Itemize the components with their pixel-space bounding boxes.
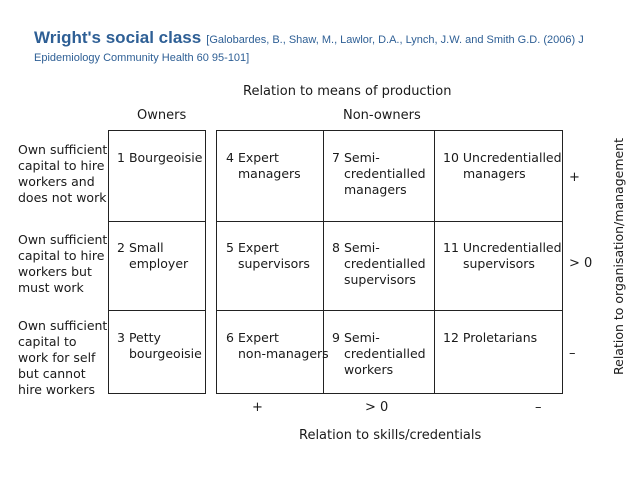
- cell-label-line-3: managers: [344, 182, 407, 197]
- cell-number: 3: [117, 330, 125, 345]
- cell-label: Expert: [237, 330, 279, 345]
- cell-number: 4: [226, 150, 234, 165]
- cell-label: Expert: [237, 240, 279, 255]
- cell-12: 12 Proletarians: [443, 330, 537, 346]
- right-sign-plus: +: [569, 170, 580, 185]
- nonowners-header: Non-owners: [343, 108, 421, 123]
- cell-number: 10: [443, 150, 459, 165]
- cell-label: Petty: [128, 330, 161, 345]
- cell-label-line-2: employer: [129, 256, 189, 271]
- cell-number: 1: [117, 150, 125, 165]
- cell-label-line-3: workers: [344, 362, 394, 377]
- cell-number: 12: [443, 330, 459, 345]
- nonowners-divider-2: [216, 310, 563, 311]
- nonowners-divider-1: [216, 221, 563, 222]
- cell-5: 5 Expert supervisors: [226, 240, 310, 272]
- owners-header: Owners: [137, 108, 187, 123]
- nonowners-col-divider-1: [323, 130, 324, 394]
- bottom-sign-zero: > 0: [365, 400, 389, 415]
- cell-number: 9: [332, 330, 340, 345]
- right-sign-minus: –: [569, 346, 576, 361]
- row-label-2: Own sufficient capital to hire workers b…: [18, 232, 108, 295]
- cell-2: 2 Small employer: [117, 240, 188, 272]
- cell-label-line-2: credentialled: [344, 166, 426, 181]
- cell-label-line-2: non-managers: [238, 346, 329, 361]
- slide-title: Wright's social class: [34, 28, 202, 47]
- cell-number: 11: [443, 240, 459, 255]
- cell-label: Semi-: [343, 330, 380, 345]
- cell-1: 1 Bourgeoisie: [117, 150, 202, 166]
- row-label-1: Own sufficient capital to hire workers a…: [18, 142, 108, 205]
- cell-label-line-3: supervisors: [344, 272, 416, 287]
- cell-label-line-2: credentialled: [344, 256, 426, 271]
- cell-label: Proletarians: [462, 330, 538, 345]
- cell-label: Semi-: [343, 240, 380, 255]
- cell-10: 10 Uncredentialled managers: [443, 150, 562, 182]
- cell-number: 7: [332, 150, 340, 165]
- owners-grid: [108, 130, 206, 394]
- cell-label: Semi-: [343, 150, 380, 165]
- cell-7: 7 Semi- credentialled managers: [332, 150, 426, 198]
- cell-8: 8 Semi- credentialled supervisors: [332, 240, 426, 288]
- cell-label-line-2: managers: [463, 166, 526, 181]
- row-label-3: Own sufficient capital to work for self …: [18, 318, 108, 397]
- nonowners-col-divider-2: [434, 130, 435, 394]
- cell-number: 6: [226, 330, 234, 345]
- bottom-axis-label: Relation to skills/credentials: [299, 428, 482, 443]
- cell-label: Bourgeoisie: [128, 150, 203, 165]
- owners-divider-2: [108, 310, 206, 311]
- cell-4: 4 Expert managers: [226, 150, 301, 182]
- cell-6: 6 Expert non-managers: [226, 330, 329, 362]
- owners-divider-1: [108, 221, 206, 222]
- top-axis-label: Relation to means of production: [243, 84, 452, 99]
- title-block: Wright's social class [Galobardes, B., S…: [34, 28, 624, 66]
- cell-number: 5: [226, 240, 234, 255]
- cell-label-line-2: supervisors: [238, 256, 310, 271]
- cell-label-line-2: credentialled: [344, 346, 426, 361]
- right-sign-zero: > 0: [569, 256, 593, 271]
- cell-label-line-2: managers: [238, 166, 301, 181]
- cell-number: 8: [332, 240, 340, 255]
- cell-label: Uncredentialled: [462, 240, 562, 255]
- cell-11: 11 Uncredentialled supervisors: [443, 240, 562, 272]
- cell-3: 3 Petty bourgeoisie: [117, 330, 202, 362]
- cell-9: 9 Semi- credentialled workers: [332, 330, 426, 378]
- cell-label: Small: [128, 240, 164, 255]
- cell-label: Uncredentialled: [462, 150, 562, 165]
- bottom-sign-plus: +: [252, 400, 263, 415]
- cell-label-line-2: bourgeoisie: [129, 346, 202, 361]
- side-axis-label: Relation to organisation/management: [611, 137, 626, 375]
- bottom-sign-minus: –: [535, 400, 542, 415]
- cell-number: 2: [117, 240, 125, 255]
- nonowners-grid: [216, 130, 563, 394]
- citation: [Galobardes, B., Shaw, M., Lawlor, D.A.,…: [34, 34, 584, 64]
- cell-label: Expert: [237, 150, 279, 165]
- cell-label-line-2: supervisors: [463, 256, 535, 271]
